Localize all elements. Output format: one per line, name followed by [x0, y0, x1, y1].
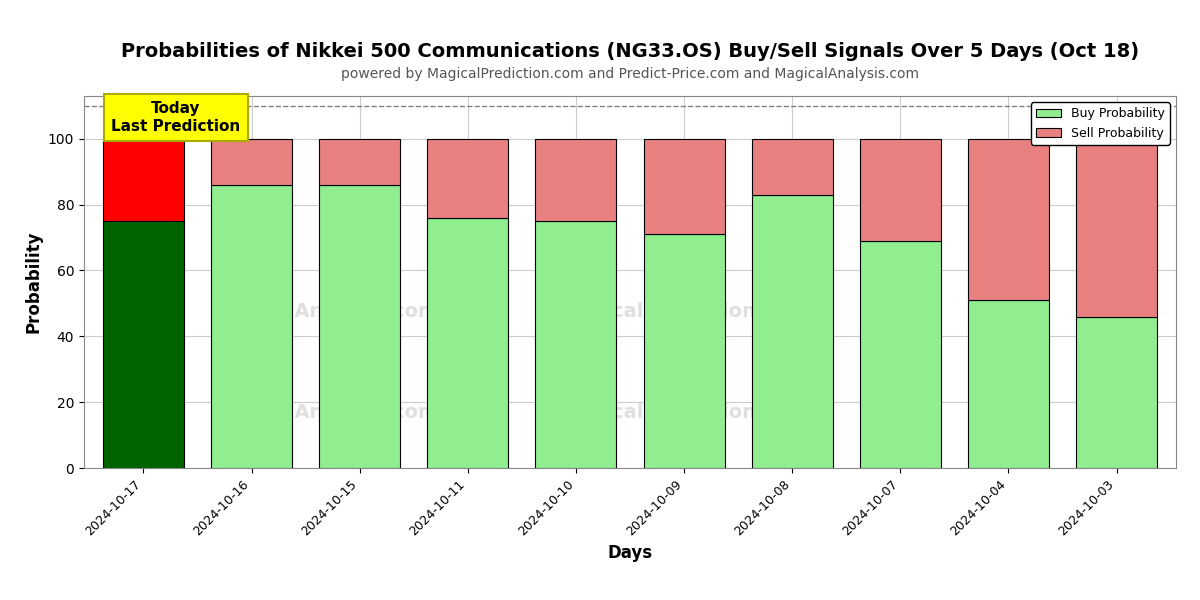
Legend: Buy Probability, Sell Probability: Buy Probability, Sell Probability [1031, 102, 1170, 145]
Bar [535, 221, 617, 468]
Text: powered by MagicalPrediction.com and Predict-Price.com and MagicalAnalysis.com: powered by MagicalPrediction.com and Pre… [341, 67, 919, 81]
Text: MagicalPrediction.com: MagicalPrediction.com [559, 403, 810, 422]
Bar [751, 139, 833, 195]
Bar [859, 139, 941, 241]
Bar [968, 300, 1049, 468]
Bar [319, 139, 401, 185]
Bar [643, 139, 725, 234]
Bar [643, 234, 725, 468]
Bar [103, 139, 184, 221]
Bar [1076, 317, 1157, 468]
Bar [535, 139, 617, 221]
X-axis label: Days: Days [607, 544, 653, 562]
Text: Today
Last Prediction: Today Last Prediction [112, 101, 240, 134]
Text: MagicalAnalysis.com: MagicalAnalysis.com [210, 302, 438, 321]
Bar [319, 185, 401, 468]
Bar [859, 241, 941, 468]
Y-axis label: Probability: Probability [24, 231, 42, 333]
Bar [751, 195, 833, 468]
Text: MagicalPrediction.com: MagicalPrediction.com [559, 302, 810, 321]
Bar [211, 139, 292, 185]
Bar [968, 139, 1049, 300]
Text: MagicalAnalysis.com: MagicalAnalysis.com [210, 403, 438, 422]
Bar [427, 218, 509, 468]
Bar [211, 185, 292, 468]
Bar [1076, 139, 1157, 317]
Title: Probabilities of Nikkei 500 Communications (NG33.OS) Buy/Sell Signals Over 5 Day: Probabilities of Nikkei 500 Communicatio… [121, 42, 1139, 61]
Bar [427, 139, 509, 218]
Bar [103, 221, 184, 468]
